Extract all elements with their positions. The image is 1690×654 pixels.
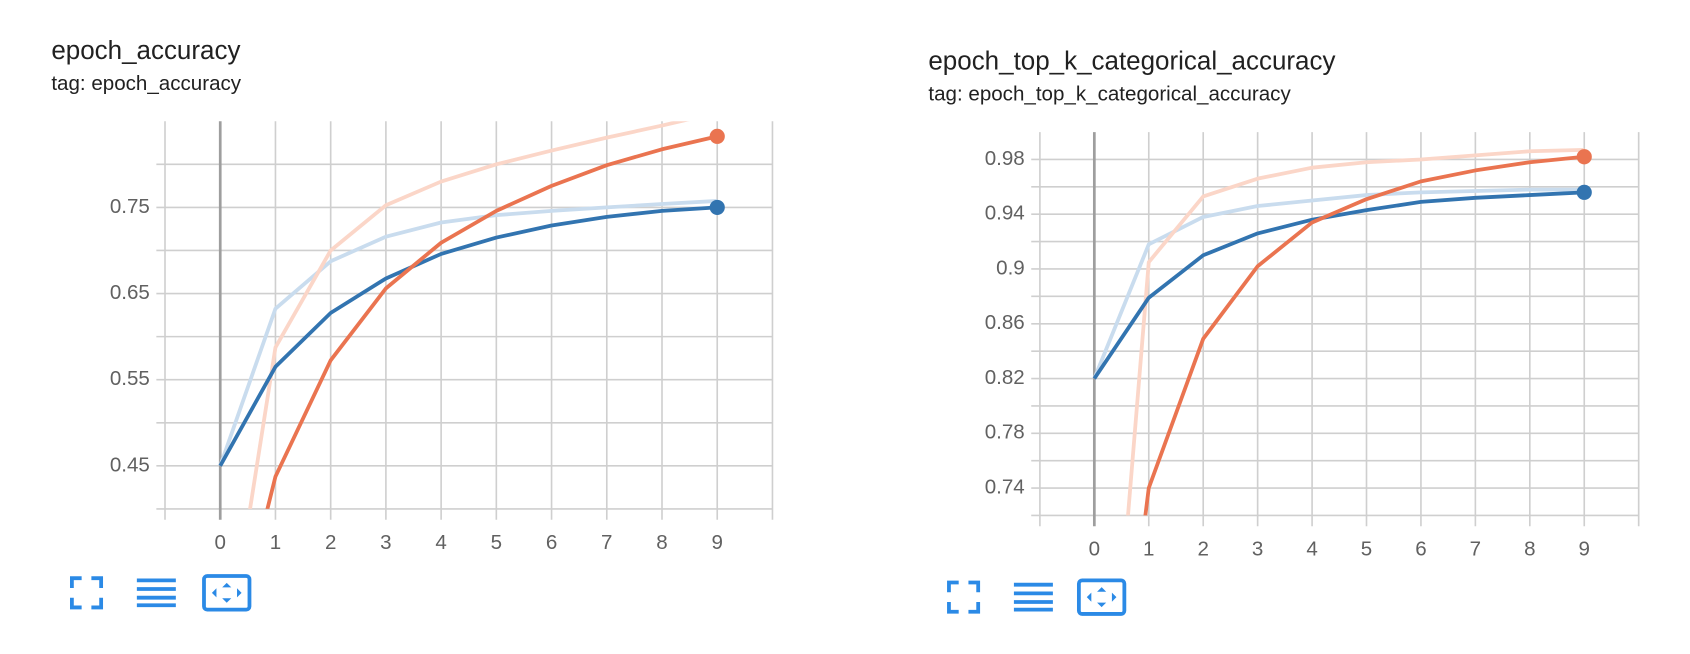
y-tick-label: 0.74 (985, 475, 1025, 498)
y-tick-label: 0.55 (110, 367, 150, 390)
y-tick-label: 0.78 (985, 421, 1025, 444)
x-tick-label: 9 (712, 531, 723, 554)
chart-toolbar (947, 578, 1127, 616)
series-line (1143, 154, 1585, 516)
y-tick-label: 0.86 (985, 311, 1025, 334)
last-point-marker (1576, 184, 1592, 200)
fullscreen-button[interactable] (947, 580, 981, 614)
x-tick-label: 6 (1415, 537, 1426, 560)
series-group (218, 121, 718, 509)
y-tick-label: 0.45 (110, 453, 150, 476)
series-line (1126, 148, 1585, 516)
y-tick-label: 0.65 (110, 281, 150, 304)
chart-title: epoch_accuracy (51, 35, 240, 65)
last-point-marker (1576, 149, 1592, 165)
x-tick-label: 3 (380, 531, 391, 554)
x-tick-label: 2 (1197, 537, 1208, 560)
x-tick-label: 0 (1089, 537, 1100, 560)
fit-domain-button[interactable] (1076, 578, 1127, 616)
chart-subtitle: tag: epoch_accuracy (51, 72, 241, 95)
series-line (265, 134, 718, 509)
series-line (248, 121, 689, 509)
x-tick-label: 0 (215, 531, 226, 554)
series-line (218, 199, 718, 467)
x-tick-label: 5 (491, 531, 502, 554)
x-tick-label: 1 (1143, 537, 1154, 560)
y-tick-label: 0.98 (985, 147, 1025, 170)
last-point-marker (709, 128, 725, 144)
y-tick-label: 0.75 (110, 195, 150, 218)
plot: 0.74 0.78 0.82 0.86 0.9 0.94 0.98 0 1 2 3 4 5 6 7 8 9 (985, 132, 1640, 560)
y-tick-label: 0.94 (985, 202, 1025, 225)
x-tick-label: 4 (1306, 537, 1317, 560)
chart-subtitle: tag: epoch_top_k_categorical_accuracy (928, 83, 1291, 106)
toggle-log-button[interactable] (136, 578, 176, 608)
x-tick-label: 9 (1579, 537, 1590, 560)
chart-title: epoch_top_k_categorical_accuracy (928, 46, 1335, 76)
x-tick-label: 6 (546, 531, 557, 554)
x-tick-label: 8 (656, 531, 667, 554)
series-line (1092, 190, 1585, 380)
x-tick-label: 2 (325, 531, 336, 554)
x-tick-label: 7 (1470, 537, 1481, 560)
chart-toolbar (69, 574, 252, 612)
x-tick-label: 1 (270, 531, 281, 554)
x-tick-label: 5 (1361, 537, 1372, 560)
toggle-log-button[interactable] (1013, 582, 1053, 612)
plot: 0.45 0.55 0.65 0.75 0 1 2 3 4 5 6 7 8 9 (110, 121, 774, 554)
fit-domain-button[interactable] (202, 574, 252, 612)
y-tick-label: 0.82 (985, 366, 1025, 389)
x-tick-label: 4 (435, 531, 446, 554)
x-tick-label: 8 (1524, 537, 1535, 560)
series-group (1092, 148, 1585, 516)
y-tick-label: 0.9 (996, 256, 1025, 279)
last-point-marker (709, 199, 725, 215)
fullscreen-button[interactable] (69, 576, 104, 610)
x-tick-label: 3 (1252, 537, 1263, 560)
x-tick-label: 7 (601, 531, 612, 554)
series-line (218, 205, 718, 467)
